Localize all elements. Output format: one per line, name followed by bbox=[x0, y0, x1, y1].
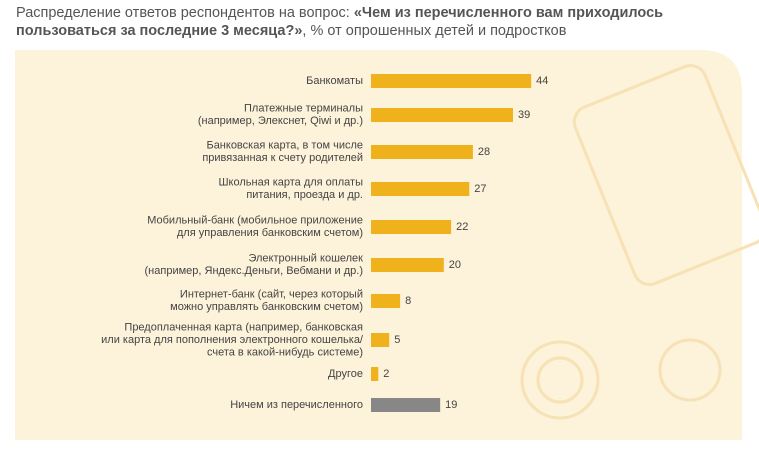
chart-title: Распределение ответов респондентов на во… bbox=[16, 4, 736, 40]
category-label: Предоплаченная карта (например, банковск… bbox=[124, 321, 363, 333]
bar bbox=[371, 220, 452, 234]
category-label: Другое bbox=[328, 368, 363, 380]
value-label: 44 bbox=[536, 75, 548, 87]
bar bbox=[371, 294, 401, 308]
bar bbox=[371, 182, 470, 196]
value-label: 5 bbox=[394, 334, 400, 346]
category-label: (например, Яндекс.Деньги, Вебмани и др.) bbox=[145, 265, 363, 277]
category-label: Школьная карта для оплаты bbox=[218, 177, 363, 189]
bar bbox=[371, 108, 513, 122]
category-label: Платежные терминалы bbox=[244, 103, 363, 115]
bar bbox=[371, 258, 444, 272]
category-label: питания, проезда и др. bbox=[246, 189, 363, 201]
category-label: Электронный кошелек bbox=[248, 253, 363, 265]
category-label: счета в какой-нибудь системе) bbox=[207, 346, 363, 358]
category-label: (например, Элекснет, Qiwi и др.) bbox=[198, 115, 363, 127]
bar bbox=[371, 74, 532, 88]
title-part: , % от опрошенных детей и подростков bbox=[302, 23, 567, 39]
value-label: 39 bbox=[518, 109, 530, 121]
category-label: Банкоматы bbox=[306, 75, 363, 87]
value-label: 27 bbox=[474, 183, 486, 195]
category-label: Банковская карта, в том числе bbox=[206, 140, 363, 152]
value-label: 20 bbox=[449, 259, 461, 271]
category-label: для управления банковским счетом) bbox=[177, 227, 363, 239]
bar bbox=[371, 145, 473, 159]
value-label: 28 bbox=[478, 146, 490, 158]
value-label: 2 bbox=[383, 368, 389, 380]
value-label: 22 bbox=[456, 221, 468, 233]
category-label: можно управлять банковским счетом) bbox=[170, 301, 363, 313]
category-label: привязанная к счету родителей bbox=[202, 152, 363, 164]
bar bbox=[371, 398, 441, 412]
value-label: 8 bbox=[405, 295, 411, 307]
value-label: 19 bbox=[445, 399, 457, 411]
bar bbox=[371, 367, 379, 381]
category-label: Ничем из перечисленного bbox=[230, 399, 363, 411]
category-label: Мобильный-банк (мобильное приложение bbox=[147, 215, 363, 227]
bar bbox=[371, 333, 390, 347]
title-part: Распределение ответов респондентов на во… bbox=[16, 5, 354, 21]
decor bbox=[520, 64, 759, 420]
category-label: или карта для пополнения электронного ко… bbox=[101, 334, 364, 346]
category-label: Интернет-банк (сайт, через который bbox=[180, 289, 363, 301]
title-part: «Чем из перечисленного вам приходилось п… bbox=[16, 5, 664, 39]
